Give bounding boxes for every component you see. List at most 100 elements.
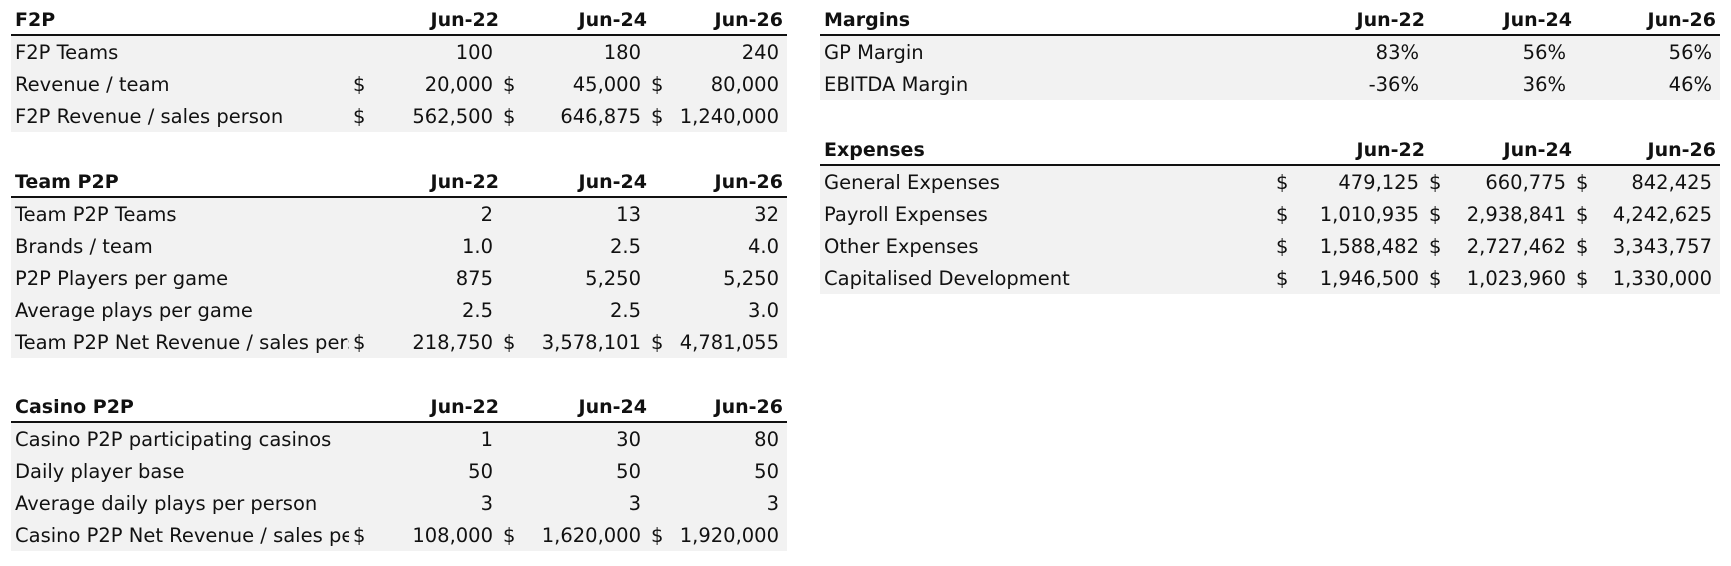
period-header: Jun-24 — [1503, 9, 1572, 31]
value-cell[interactable]: 36% — [1425, 73, 1572, 96]
cell-value: 30 — [616, 427, 641, 451]
period-header: Jun-24 — [578, 9, 647, 31]
value-cell[interactable]: 32 — [647, 203, 787, 226]
value-cell[interactable]: 5,250 — [499, 267, 647, 290]
period-header: Jun-22 — [1356, 139, 1425, 161]
value-cell[interactable]: 56% — [1425, 41, 1572, 64]
value-cell[interactable]: $1,010,935 — [1272, 203, 1425, 226]
value-cell[interactable]: $218,750 — [349, 331, 499, 354]
cell-value: 1,023,960 — [1466, 266, 1566, 290]
value-cell[interactable]: $1,588,482 — [1272, 235, 1425, 258]
value-cell[interactable]: -36% — [1272, 73, 1425, 96]
table-row: Casino P2P Net Revenue / sales person$10… — [11, 519, 787, 551]
currency-symbol: $ — [503, 330, 516, 354]
value-cell[interactable]: $3,578,101 — [499, 331, 647, 354]
value-cell[interactable]: 875 — [349, 267, 499, 290]
value-cell[interactable]: $108,000 — [349, 524, 499, 547]
value-cell[interactable]: $1,620,000 — [499, 524, 647, 547]
table-row: Casino P2P participating casinos 1 30 80 — [11, 423, 787, 455]
cell-value: 1,946,500 — [1319, 266, 1419, 290]
section-title: Team P2P — [15, 171, 119, 193]
cell-value: 3,343,757 — [1612, 234, 1712, 258]
value-cell[interactable]: 5,250 — [647, 267, 787, 290]
value-cell[interactable]: $80,000 — [647, 73, 787, 96]
value-cell[interactable]: $1,330,000 — [1572, 267, 1720, 290]
value-cell[interactable]: 80 — [647, 428, 787, 451]
value-cell[interactable]: 83% — [1272, 41, 1425, 64]
value-cell[interactable]: $20,000 — [349, 73, 499, 96]
value-cell[interactable]: 180 — [499, 41, 647, 64]
value-cell[interactable]: $3,343,757 — [1572, 235, 1720, 258]
currency-symbol: $ — [353, 330, 366, 354]
cell-value: 1,010,935 — [1319, 202, 1419, 226]
value-cell[interactable]: $646,875 — [499, 105, 647, 128]
value-cell[interactable]: 2 — [349, 203, 499, 226]
cell-value: -36% — [1368, 72, 1419, 96]
value-cell[interactable]: $842,425 — [1572, 171, 1720, 194]
value-cell[interactable]: $479,125 — [1272, 171, 1425, 194]
value-cell[interactable]: $1,946,500 — [1272, 267, 1425, 290]
value-cell[interactable]: 3 — [349, 492, 499, 515]
value-cell[interactable]: 3.0 — [647, 299, 787, 322]
cell-value: 45,000 — [572, 72, 641, 96]
cell-value: 660,775 — [1485, 170, 1566, 194]
cell-value: 3 — [480, 491, 493, 515]
value-cell[interactable]: $1,240,000 — [647, 105, 787, 128]
period-header: Jun-26 — [1647, 139, 1716, 161]
value-cell[interactable]: $660,775 — [1425, 171, 1572, 194]
value-cell[interactable]: $562,500 — [349, 105, 499, 128]
value-cell[interactable]: 3 — [499, 492, 647, 515]
cell-value: 80 — [754, 427, 779, 451]
table-header: Casino P2P Jun-22 Jun-24 Jun-26 — [11, 395, 787, 423]
cell-value: 1,588,482 — [1319, 234, 1419, 258]
currency-symbol: $ — [651, 72, 664, 96]
value-cell[interactable]: 1 — [349, 428, 499, 451]
value-cell[interactable]: 1.0 — [349, 235, 499, 258]
value-cell[interactable]: 56% — [1572, 41, 1720, 64]
value-cell[interactable]: 13 — [499, 203, 647, 226]
margins-table: Margins Jun-22 Jun-24 Jun-26 GP Margin 83… — [820, 8, 1720, 100]
value-cell[interactable]: $45,000 — [499, 73, 647, 96]
table-row: F2P Revenue / sales person $562,500 $646,8… — [11, 100, 787, 132]
currency-symbol: $ — [503, 72, 516, 96]
value-cell[interactable]: 100 — [349, 41, 499, 64]
casino-p2p-table: Casino P2P Jun-22 Jun-24 Jun-26 Casino P… — [11, 395, 787, 551]
value-cell[interactable]: 4.0 — [647, 235, 787, 258]
value-cell[interactable]: 46% — [1572, 73, 1720, 96]
value-cell[interactable]: 3 — [647, 492, 787, 515]
value-cell[interactable]: $2,727,462 — [1425, 235, 1572, 258]
value-cell[interactable]: $4,242,625 — [1572, 203, 1720, 226]
cell-value: 1,620,000 — [541, 523, 641, 547]
cell-value: 2,727,462 — [1466, 234, 1566, 258]
value-cell[interactable]: 2.5 — [349, 299, 499, 322]
value-cell[interactable]: 30 — [499, 428, 647, 451]
table-row: Average plays per game 2.5 2.5 3.0 — [11, 294, 787, 326]
cell-value: 46% — [1668, 72, 1712, 96]
value-cell[interactable]: 2.5 — [499, 299, 647, 322]
currency-symbol: $ — [353, 104, 366, 128]
value-cell[interactable]: $1,023,960 — [1425, 267, 1572, 290]
table-row: Brands / team 1.0 2.5 4.0 — [11, 230, 787, 262]
cell-value: 2 — [480, 202, 493, 226]
cell-value: 562,500 — [412, 104, 493, 128]
value-cell[interactable]: 50 — [499, 460, 647, 483]
period-header: Jun-22 — [430, 396, 499, 418]
value-cell[interactable]: $4,781,055 — [647, 331, 787, 354]
value-cell[interactable]: 2.5 — [499, 235, 647, 258]
value-cell[interactable]: $2,938,841 — [1425, 203, 1572, 226]
value-cell[interactable]: 50 — [349, 460, 499, 483]
table-row: Team P2P Teams 2 13 32 — [11, 198, 787, 230]
section-title: F2P — [15, 9, 56, 31]
currency-symbol: $ — [651, 330, 664, 354]
table-header: Margins Jun-22 Jun-24 Jun-26 — [820, 8, 1720, 36]
expenses-table: Expenses Jun-22 Jun-24 Jun-26 General Ex… — [820, 138, 1720, 294]
value-cell[interactable]: 240 — [647, 41, 787, 64]
cell-value: 50 — [616, 459, 641, 483]
value-cell[interactable]: 50 — [647, 460, 787, 483]
cell-value: 56% — [1668, 40, 1712, 64]
currency-symbol: $ — [1276, 202, 1289, 226]
table-header: Expenses Jun-22 Jun-24 Jun-26 — [820, 138, 1720, 166]
currency-symbol: $ — [353, 72, 366, 96]
value-cell[interactable]: $1,920,000 — [647, 524, 787, 547]
row-label: General Expenses — [824, 170, 1000, 194]
